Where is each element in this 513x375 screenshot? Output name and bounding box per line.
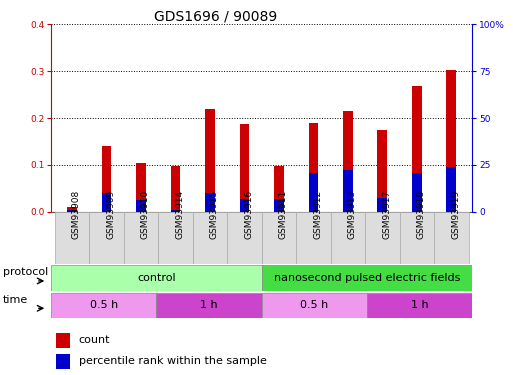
Text: GSM93912: GSM93912: [313, 190, 322, 239]
Bar: [102, 193, 111, 212]
Bar: [343, 111, 352, 212]
Text: control: control: [137, 273, 176, 283]
Text: GSM93913: GSM93913: [348, 190, 357, 239]
Bar: [55, 354, 70, 369]
Text: GDS1696 / 90089: GDS1696 / 90089: [154, 9, 277, 23]
Bar: [67, 210, 77, 212]
Text: 1 h: 1 h: [200, 300, 218, 310]
Text: 1 h: 1 h: [410, 300, 428, 310]
Bar: [274, 199, 284, 212]
Text: GSM93911: GSM93911: [279, 190, 288, 239]
Text: GSM93919: GSM93919: [451, 190, 460, 239]
Bar: [412, 86, 422, 212]
Text: 0.5 h: 0.5 h: [90, 300, 118, 310]
Bar: [308, 123, 318, 212]
Text: GSM93917: GSM93917: [382, 190, 391, 239]
Bar: [67, 207, 77, 212]
Text: GSM93909: GSM93909: [107, 190, 115, 239]
Bar: [193, 212, 227, 264]
Bar: [378, 198, 387, 212]
Bar: [227, 212, 262, 264]
Text: nanosecond pulsed electric fields: nanosecond pulsed electric fields: [273, 273, 460, 283]
Bar: [158, 212, 193, 264]
Text: GSM93914: GSM93914: [175, 190, 185, 239]
Bar: [308, 173, 318, 212]
Bar: [262, 212, 296, 264]
Bar: [446, 70, 456, 212]
Bar: [365, 212, 400, 264]
Text: GSM93910: GSM93910: [141, 190, 150, 239]
Bar: [55, 212, 89, 264]
Text: 0.5 h: 0.5 h: [300, 300, 328, 310]
Bar: [240, 124, 249, 212]
Bar: [205, 193, 215, 212]
Bar: [378, 130, 387, 212]
Bar: [274, 166, 284, 212]
Bar: [367, 292, 472, 318]
Text: GSM93916: GSM93916: [244, 190, 253, 239]
Bar: [412, 173, 422, 212]
Bar: [89, 212, 124, 264]
Bar: [296, 212, 330, 264]
Bar: [343, 170, 352, 212]
Text: GSM93915: GSM93915: [210, 190, 219, 239]
Text: time: time: [3, 295, 28, 304]
Bar: [124, 212, 158, 264]
Text: count: count: [78, 335, 110, 345]
Bar: [171, 210, 180, 212]
Text: protocol: protocol: [3, 267, 48, 277]
Bar: [400, 212, 434, 264]
Bar: [240, 199, 249, 212]
Bar: [156, 292, 262, 318]
Bar: [205, 109, 215, 212]
Bar: [330, 212, 365, 264]
Text: GSM93918: GSM93918: [417, 190, 426, 239]
Bar: [446, 167, 456, 212]
Bar: [102, 146, 111, 212]
Bar: [51, 265, 262, 291]
Bar: [55, 333, 70, 348]
Text: percentile rank within the sample: percentile rank within the sample: [78, 356, 267, 366]
Bar: [434, 212, 468, 264]
Bar: [51, 292, 156, 318]
Text: GSM93908: GSM93908: [72, 190, 81, 239]
Bar: [171, 166, 180, 212]
Bar: [262, 292, 367, 318]
Bar: [262, 265, 472, 291]
Bar: [136, 163, 146, 212]
Bar: [136, 200, 146, 212]
